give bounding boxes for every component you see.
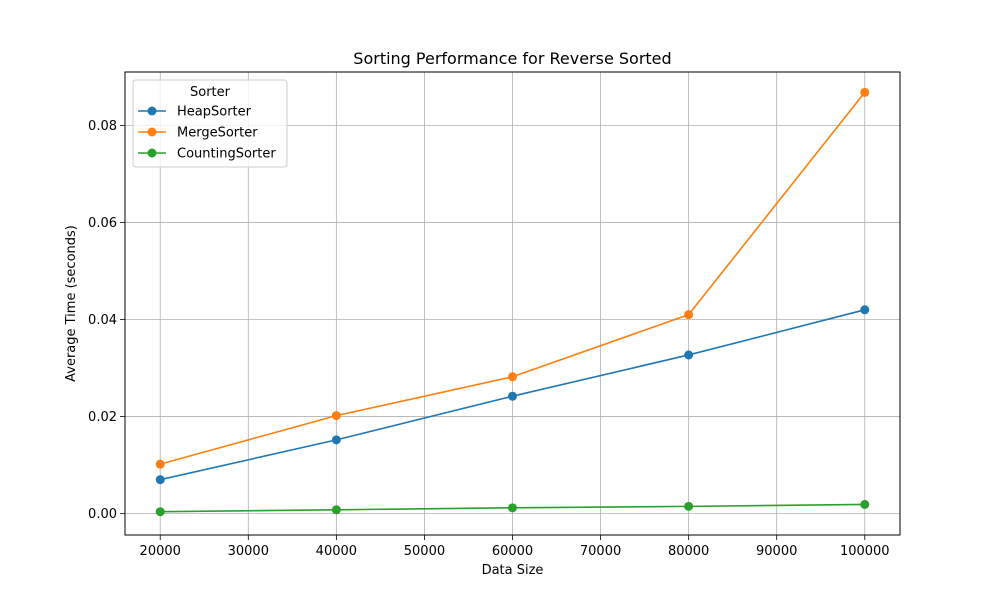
x-tick-label: 100000 bbox=[840, 544, 890, 559]
legend-title: Sorter bbox=[190, 85, 231, 100]
series-countingsorter bbox=[155, 499, 870, 517]
data-point bbox=[155, 475, 165, 485]
legend-items: HeapSorter MergeSorter CountingSorter bbox=[138, 105, 276, 162]
x-tick-label: 90000 bbox=[756, 544, 797, 559]
data-point bbox=[331, 435, 341, 445]
data-point bbox=[508, 391, 517, 401]
data-point bbox=[684, 310, 694, 320]
grid bbox=[125, 72, 900, 535]
legend-box bbox=[132, 79, 288, 168]
data-point bbox=[155, 507, 165, 517]
data-point bbox=[684, 501, 694, 511]
y-tick-label: 0.08 bbox=[88, 119, 117, 134]
data-point bbox=[155, 459, 165, 469]
legend-marker bbox=[147, 148, 157, 158]
y-tick-label: 0.06 bbox=[88, 216, 117, 231]
chart-title: Sorting Performance for Reverse Sorted bbox=[353, 49, 671, 68]
x-tick-label: 70000 bbox=[580, 544, 621, 559]
legend-label: MergeSorter bbox=[177, 126, 258, 141]
legend: Sorter HeapSorter MergeSorter CountingSort… bbox=[132, 79, 288, 168]
ticks: 20000 30000 40000 50000 60000 70000 80000 90000… bbox=[88, 119, 890, 559]
x-axis-label: Data Size bbox=[482, 563, 544, 578]
data-point bbox=[860, 499, 870, 509]
legend-label: HeapSorter bbox=[177, 105, 252, 120]
x-tick-label: 20000 bbox=[140, 544, 181, 559]
y-tick-label: 0.00 bbox=[88, 507, 117, 522]
series-heapsorter bbox=[155, 305, 870, 485]
legend-marker bbox=[147, 106, 157, 116]
data-point bbox=[684, 350, 694, 360]
legend-marker bbox=[147, 127, 157, 137]
y-axis-label: Average Time (seconds) bbox=[64, 225, 79, 382]
data-point bbox=[331, 411, 341, 421]
data-point bbox=[860, 305, 870, 315]
series-layer bbox=[155, 87, 870, 517]
data-point bbox=[508, 503, 517, 513]
x-tick-label: 40000 bbox=[316, 544, 357, 559]
legend-item-countingsorter: CountingSorter bbox=[138, 147, 276, 162]
data-point bbox=[860, 87, 870, 97]
legend-label: CountingSorter bbox=[177, 147, 276, 162]
y-tick-label: 0.02 bbox=[88, 410, 117, 425]
legend-item-heapsorter: HeapSorter bbox=[138, 105, 252, 120]
series-mergesorter bbox=[155, 87, 870, 469]
x-tick-label: 50000 bbox=[404, 544, 445, 559]
data-point bbox=[331, 505, 341, 515]
x-tick-label: 30000 bbox=[228, 544, 269, 559]
data-point bbox=[508, 372, 517, 382]
y-tick-label: 0.04 bbox=[88, 313, 117, 328]
legend-item-mergesorter: MergeSorter bbox=[138, 126, 258, 141]
x-tick-label: 60000 bbox=[492, 544, 533, 559]
x-tick-label: 80000 bbox=[668, 544, 709, 559]
